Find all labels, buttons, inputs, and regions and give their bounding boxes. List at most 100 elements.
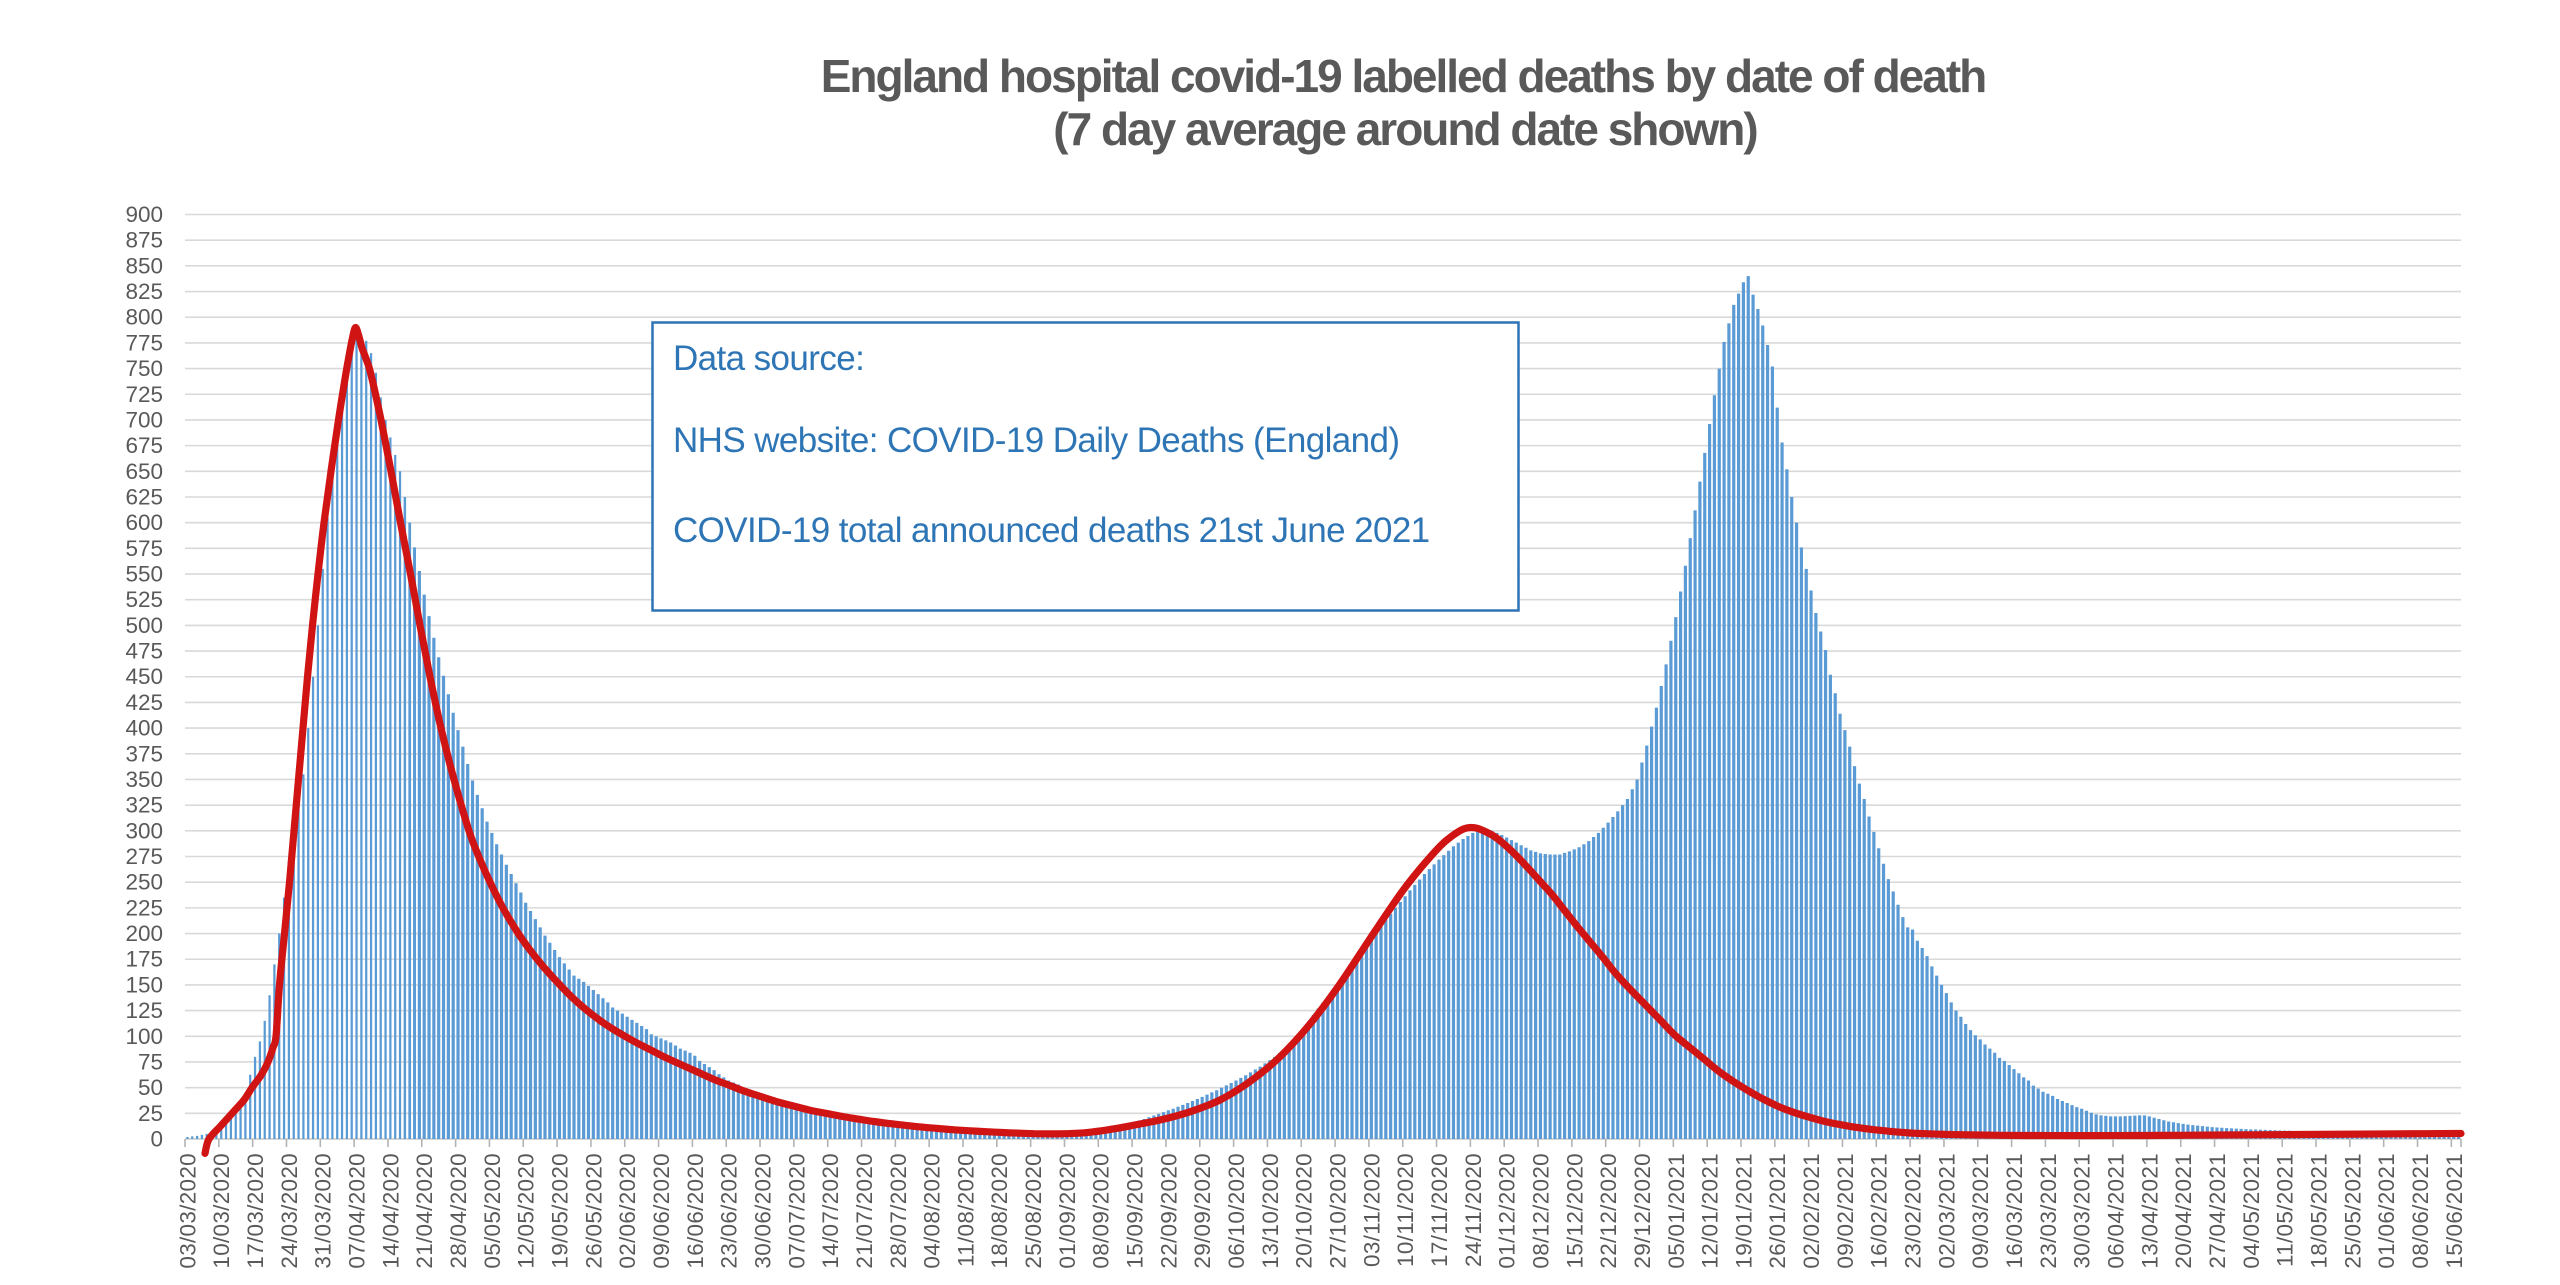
svg-text:300: 300 [125, 818, 163, 843]
svg-text:19/01/2021: 19/01/2021 [1731, 1153, 1756, 1269]
svg-text:01/09/2020: 01/09/2020 [1055, 1153, 1080, 1269]
svg-text:02/06/2020: 02/06/2020 [615, 1153, 640, 1269]
svg-text:22/09/2020: 22/09/2020 [1156, 1153, 1181, 1269]
svg-text:15/12/2020: 15/12/2020 [1562, 1153, 1587, 1269]
svg-text:50: 50 [138, 1075, 163, 1100]
svg-text:875: 875 [125, 228, 163, 253]
svg-text:23/02/2021: 23/02/2021 [1901, 1153, 1926, 1269]
svg-text:13/04/2021: 13/04/2021 [2137, 1153, 2162, 1269]
svg-text:200: 200 [125, 921, 163, 946]
svg-text:05/01/2021: 05/01/2021 [1664, 1153, 1689, 1269]
svg-text:14/07/2020: 14/07/2020 [818, 1153, 843, 1269]
svg-text:27/10/2020: 27/10/2020 [1326, 1153, 1351, 1269]
svg-text:NHS website: COVID-19 Daily De: NHS website: COVID-19 Daily Deaths (Engl… [673, 421, 1399, 460]
svg-text:125: 125 [125, 998, 163, 1023]
svg-text:375: 375 [125, 741, 163, 766]
svg-text:175: 175 [125, 947, 163, 972]
svg-text:04/08/2020: 04/08/2020 [920, 1153, 945, 1269]
svg-text:20/10/2020: 20/10/2020 [1292, 1153, 1317, 1269]
svg-text:01/12/2020: 01/12/2020 [1495, 1153, 1520, 1269]
svg-text:425: 425 [125, 690, 163, 715]
svg-text:COVID-19 total announced death: COVID-19 total announced deaths 21st Jun… [673, 511, 1430, 550]
svg-text:02/03/2021: 02/03/2021 [1934, 1153, 1959, 1269]
svg-text:28/07/2020: 28/07/2020 [886, 1153, 911, 1269]
svg-text:12/05/2020: 12/05/2020 [514, 1153, 539, 1269]
svg-text:750: 750 [125, 356, 163, 381]
svg-text:16/06/2020: 16/06/2020 [683, 1153, 708, 1269]
svg-text:25: 25 [138, 1101, 163, 1126]
svg-text:26/05/2020: 26/05/2020 [581, 1153, 606, 1269]
svg-text:22/12/2020: 22/12/2020 [1596, 1153, 1621, 1269]
svg-text:24/03/2020: 24/03/2020 [277, 1153, 302, 1269]
svg-text:23/06/2020: 23/06/2020 [717, 1153, 742, 1269]
svg-text:575: 575 [125, 536, 163, 561]
svg-text:17/03/2020: 17/03/2020 [243, 1153, 268, 1269]
svg-text:07/07/2020: 07/07/2020 [784, 1153, 809, 1269]
svg-text:08/06/2021: 08/06/2021 [2408, 1153, 2433, 1269]
svg-text:250: 250 [125, 870, 163, 895]
svg-text:625: 625 [125, 485, 163, 510]
svg-text:150: 150 [125, 972, 163, 997]
svg-text:75: 75 [138, 1050, 163, 1075]
svg-text:18/05/2021: 18/05/2021 [2306, 1153, 2331, 1269]
svg-text:(7 day average around date sho: (7 day average around date shown) [1053, 103, 1757, 155]
svg-text:12/01/2021: 12/01/2021 [1698, 1153, 1723, 1269]
svg-text:13/10/2020: 13/10/2020 [1258, 1153, 1283, 1269]
svg-text:17/11/2020: 17/11/2020 [1427, 1153, 1452, 1267]
svg-text:30/03/2021: 30/03/2021 [2070, 1153, 2095, 1269]
svg-text:18/08/2020: 18/08/2020 [987, 1153, 1012, 1269]
svg-text:09/03/2021: 09/03/2021 [1968, 1153, 1993, 1269]
svg-text:25/08/2020: 25/08/2020 [1021, 1153, 1046, 1269]
svg-text:11/08/2020: 11/08/2020 [953, 1153, 978, 1267]
svg-text:26/01/2021: 26/01/2021 [1765, 1153, 1790, 1269]
svg-text:Data source:: Data source: [673, 339, 864, 378]
svg-text:475: 475 [125, 639, 163, 664]
svg-text:28/04/2020: 28/04/2020 [446, 1153, 471, 1269]
svg-text:08/12/2020: 08/12/2020 [1529, 1153, 1554, 1269]
svg-text:500: 500 [125, 613, 163, 638]
svg-text:800: 800 [125, 305, 163, 330]
svg-text:31/03/2020: 31/03/2020 [311, 1153, 336, 1269]
svg-text:09/02/2021: 09/02/2021 [1833, 1153, 1858, 1269]
svg-text:23/03/2021: 23/03/2021 [2036, 1153, 2061, 1269]
svg-text:04/05/2021: 04/05/2021 [2239, 1153, 2264, 1269]
svg-text:100: 100 [125, 1024, 163, 1049]
svg-text:05/05/2020: 05/05/2020 [480, 1153, 505, 1269]
svg-text:19/05/2020: 19/05/2020 [548, 1153, 573, 1269]
svg-text:600: 600 [125, 510, 163, 535]
svg-text:30/06/2020: 30/06/2020 [751, 1153, 776, 1269]
svg-text:03/03/2020: 03/03/2020 [175, 1153, 200, 1269]
svg-text:29/09/2020: 29/09/2020 [1190, 1153, 1215, 1269]
svg-text:0: 0 [150, 1127, 163, 1152]
svg-text:01/06/2021: 01/06/2021 [2374, 1153, 2399, 1269]
svg-text:10/11/2020: 10/11/2020 [1393, 1153, 1418, 1267]
svg-text:675: 675 [125, 433, 163, 458]
svg-text:16/02/2021: 16/02/2021 [1867, 1153, 1892, 1269]
svg-text:England hospital covid-19 labe: England hospital covid-19 labelled death… [821, 50, 1986, 102]
svg-text:07/04/2020: 07/04/2020 [345, 1153, 370, 1269]
svg-text:900: 900 [125, 202, 163, 227]
svg-text:225: 225 [125, 895, 163, 920]
svg-text:25/05/2021: 25/05/2021 [2340, 1153, 2365, 1269]
svg-text:400: 400 [125, 716, 163, 741]
svg-text:350: 350 [125, 767, 163, 792]
svg-text:525: 525 [125, 587, 163, 612]
svg-text:450: 450 [125, 664, 163, 689]
svg-text:03/11/2020: 03/11/2020 [1359, 1153, 1384, 1267]
svg-text:10/03/2020: 10/03/2020 [209, 1153, 234, 1269]
svg-text:825: 825 [125, 279, 163, 304]
svg-text:850: 850 [125, 253, 163, 278]
svg-text:16/03/2021: 16/03/2021 [2002, 1153, 2027, 1269]
svg-text:20/04/2021: 20/04/2021 [2171, 1153, 2196, 1269]
svg-text:725: 725 [125, 382, 163, 407]
svg-text:29/12/2020: 29/12/2020 [1630, 1153, 1655, 1269]
svg-text:700: 700 [125, 407, 163, 432]
svg-text:14/04/2020: 14/04/2020 [378, 1153, 403, 1269]
svg-text:27/04/2021: 27/04/2021 [2205, 1153, 2230, 1269]
svg-text:09/06/2020: 09/06/2020 [649, 1153, 674, 1269]
svg-text:08/09/2020: 08/09/2020 [1089, 1153, 1114, 1269]
svg-text:02/02/2021: 02/02/2021 [1799, 1153, 1824, 1269]
svg-text:06/04/2021: 06/04/2021 [2104, 1153, 2129, 1269]
svg-text:275: 275 [125, 844, 163, 869]
svg-text:06/10/2020: 06/10/2020 [1224, 1153, 1249, 1269]
